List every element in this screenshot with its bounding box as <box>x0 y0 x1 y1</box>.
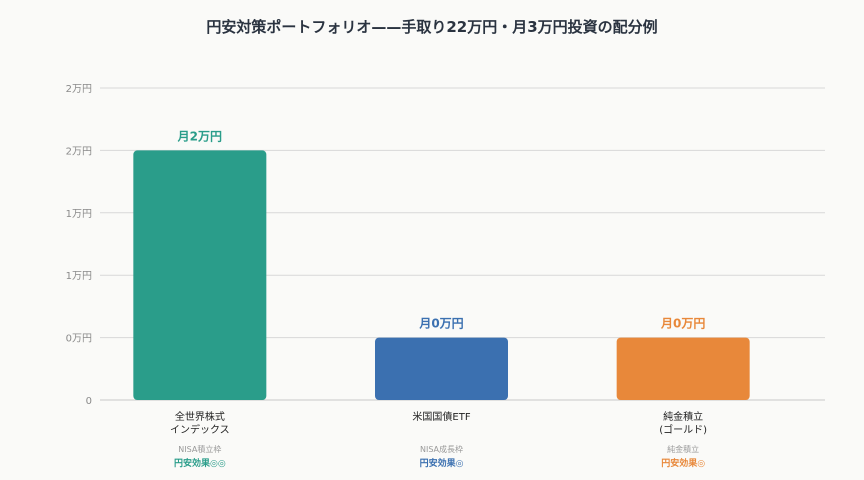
category-effect-label: 円安効果◎ <box>419 459 464 469</box>
x-tick-label: 全世界株式 インデックス <box>169 412 230 436</box>
chart-title: 円安対策ポートフォリオ——手取り22万円・月3万円投資の配分例 <box>206 18 658 36</box>
y-tick-label: 1万円 <box>66 209 92 220</box>
category-label-group: 全世界株式 インデックス NISA積立枠 円安効果◎◎ <box>120 411 280 469</box>
bar <box>375 337 508 400</box>
y-tick-label: 2万円 <box>66 146 92 157</box>
x-tick-label: 米国国債ETF <box>412 412 471 423</box>
category-effect-label: 円安効果◎ <box>661 459 706 469</box>
category-sub-label: 純金積立 <box>667 445 700 454</box>
category-sub-label: NISA積立枠 <box>178 445 222 454</box>
category-label-group: 純金積立 (ゴールド) 純金積立円安効果◎ <box>603 411 763 469</box>
y-tick-label: 0 <box>86 396 92 407</box>
category-label-group: 米国国債ETF NISA成長枠 円安効果◎ <box>362 411 522 469</box>
y-tick-label: 2万円 <box>66 84 92 95</box>
data-label: 月0万円 <box>418 317 463 331</box>
category-effect-label: 円安効果◎◎ <box>173 459 226 469</box>
y-tick-label: 1万円 <box>66 271 92 282</box>
data-label: 月2万円 <box>177 129 222 143</box>
bar <box>616 337 750 400</box>
y-tick-label: 0万円 <box>66 334 92 345</box>
x-tick-label: 純金積立 (ゴールド) <box>659 412 708 436</box>
data-label: 月0万円 <box>660 317 705 331</box>
bar <box>133 150 267 400</box>
category-sub-label: NISA成長枠 <box>419 445 464 454</box>
